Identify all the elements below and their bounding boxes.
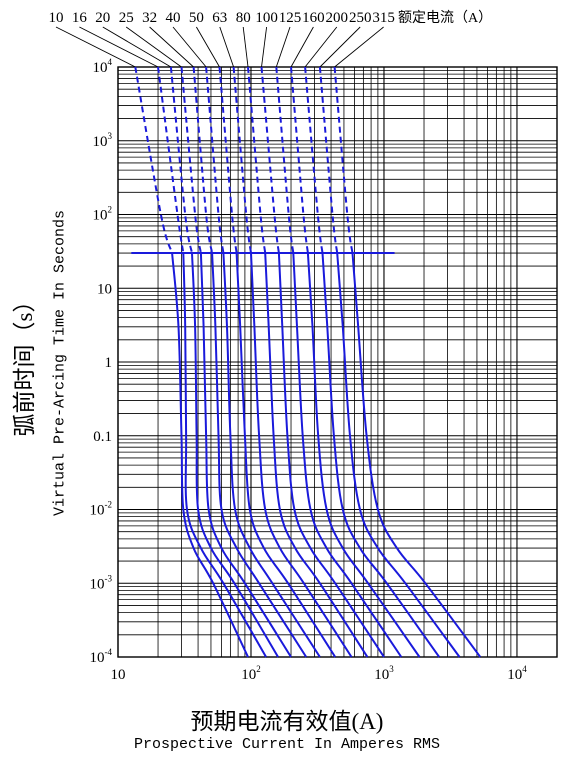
leader-line-40 [172, 26, 207, 68]
fuse-curve-250a-solid [336, 253, 461, 658]
leader-line-125 [275, 26, 291, 68]
leader-line-20 [102, 26, 172, 68]
fuse-curve-125a-dashed [275, 66, 295, 254]
fuse-curve-25a-solid [199, 253, 292, 658]
x-tick-label: 10 [111, 667, 126, 683]
rated-current-label-16: 16 [72, 10, 88, 26]
curve-leader-lines [55, 26, 384, 68]
plot-frame [117, 66, 558, 658]
leader-line-100 [261, 26, 268, 68]
fuse-curve-20a-solid [191, 253, 279, 658]
fuse-curve-20a-dashed [169, 66, 193, 254]
y-axis-title-cn: 弧前时间（s） [12, 289, 37, 437]
fuse-curve-200a-solid [321, 253, 441, 658]
y-tick-label: 0.1 [93, 429, 112, 445]
fuse-curve-16a-dashed [157, 66, 185, 254]
x-tick-label: 103 [374, 664, 394, 683]
fuse-curve-315a-solid [351, 253, 482, 658]
x-tick-label: 104 [507, 664, 527, 683]
x-axis-title-en: Prospective Current In Amperes RMS [133, 736, 441, 753]
rated-current-label-250: 250 [349, 10, 372, 26]
leader-line-200 [304, 26, 338, 68]
rated-current-label-20: 20 [95, 10, 110, 26]
x-axis-title-cn: 预期电流有效值(A) [190, 709, 384, 734]
leader-line-63 [219, 26, 235, 68]
fuse-curve-200a-dashed [304, 66, 324, 254]
y-tick-label: 102 [93, 205, 113, 224]
leader-line-10 [55, 26, 136, 68]
fuse-curve-125a-solid [292, 253, 403, 658]
y-tick-label: 1 [105, 355, 113, 371]
y-tick-label: 104 [93, 57, 113, 76]
y-tick-label: 10-2 [90, 500, 113, 519]
fuse-curve-160a-dashed [290, 66, 309, 254]
fuse-curve-40a-solid [222, 253, 321, 658]
rated-current-label-50: 50 [189, 10, 204, 26]
fuse-curve-50a-solid [235, 253, 337, 658]
fuse-curve-160a-solid [306, 253, 421, 658]
rated-current-labels: 10 16 20 25 32 40 50 63 80 100 125 160 200 250 315 额定电流… [49, 10, 493, 26]
leader-line-25 [125, 26, 182, 68]
fuse-curve-100a-solid [277, 253, 385, 658]
fuse-curve-25a-dashed [180, 66, 202, 254]
fuse-curve-63a-solid [250, 253, 353, 658]
leader-line-250 [319, 26, 361, 68]
rated-current-label-32: 32 [142, 10, 157, 26]
y-axis-title-en: Virtual Pre-Arcing Time In Seconds [51, 209, 69, 517]
fuse-curve-32a-solid [211, 253, 308, 658]
rated-current-label-125: 125 [279, 10, 302, 26]
rated-current-label-160: 160 [302, 10, 325, 26]
y-tick-label: 10 [97, 281, 112, 297]
fuse-curves [131, 66, 482, 658]
fuse-curve-16a-solid [182, 253, 267, 658]
rated-current-label-25: 25 [119, 10, 134, 26]
rated-current-label-80: 80 [236, 10, 251, 26]
fuse-curve-40a-dashed [205, 66, 225, 254]
leader-line-160 [290, 26, 314, 68]
rated-current-label-63: 63 [212, 10, 227, 26]
fuse-curve-10a-solid [171, 253, 249, 658]
rated-current-label-200: 200 [326, 10, 349, 26]
fuse-curve-80a-dashed [247, 66, 267, 254]
fuse-curve-100a-dashed [260, 66, 280, 254]
y-tick-label: 103 [93, 131, 113, 150]
leader-line-80 [242, 26, 249, 68]
fuse-curve-50a-dashed [218, 66, 238, 254]
rated-current-header: 额定电流（A） [398, 10, 492, 26]
x-tick-label: 102 [241, 664, 261, 683]
fuse-curve-32a-dashed [192, 66, 214, 254]
fuse-curve-10a-dashed [134, 66, 174, 254]
y-tick-label: 10-4 [90, 647, 113, 666]
y-tick-label: 10-3 [90, 573, 113, 592]
leader-line-16 [79, 26, 159, 68]
fuse-curve-250a-dashed [318, 66, 339, 254]
fuse-curve-315a-dashed [333, 66, 354, 254]
leader-line-32 [149, 26, 194, 68]
rated-current-label-315: 315 [372, 10, 395, 26]
fuse-curve-63a-dashed [232, 66, 252, 254]
grid-lines [117, 66, 558, 658]
leader-line-315 [334, 26, 384, 68]
rated-current-label-100: 100 [255, 10, 278, 26]
rated-current-label-40: 40 [166, 10, 181, 26]
leader-line-50 [196, 26, 220, 68]
rated-current-label-10: 10 [49, 10, 64, 26]
fuse-curve-80a-solid [264, 253, 369, 658]
